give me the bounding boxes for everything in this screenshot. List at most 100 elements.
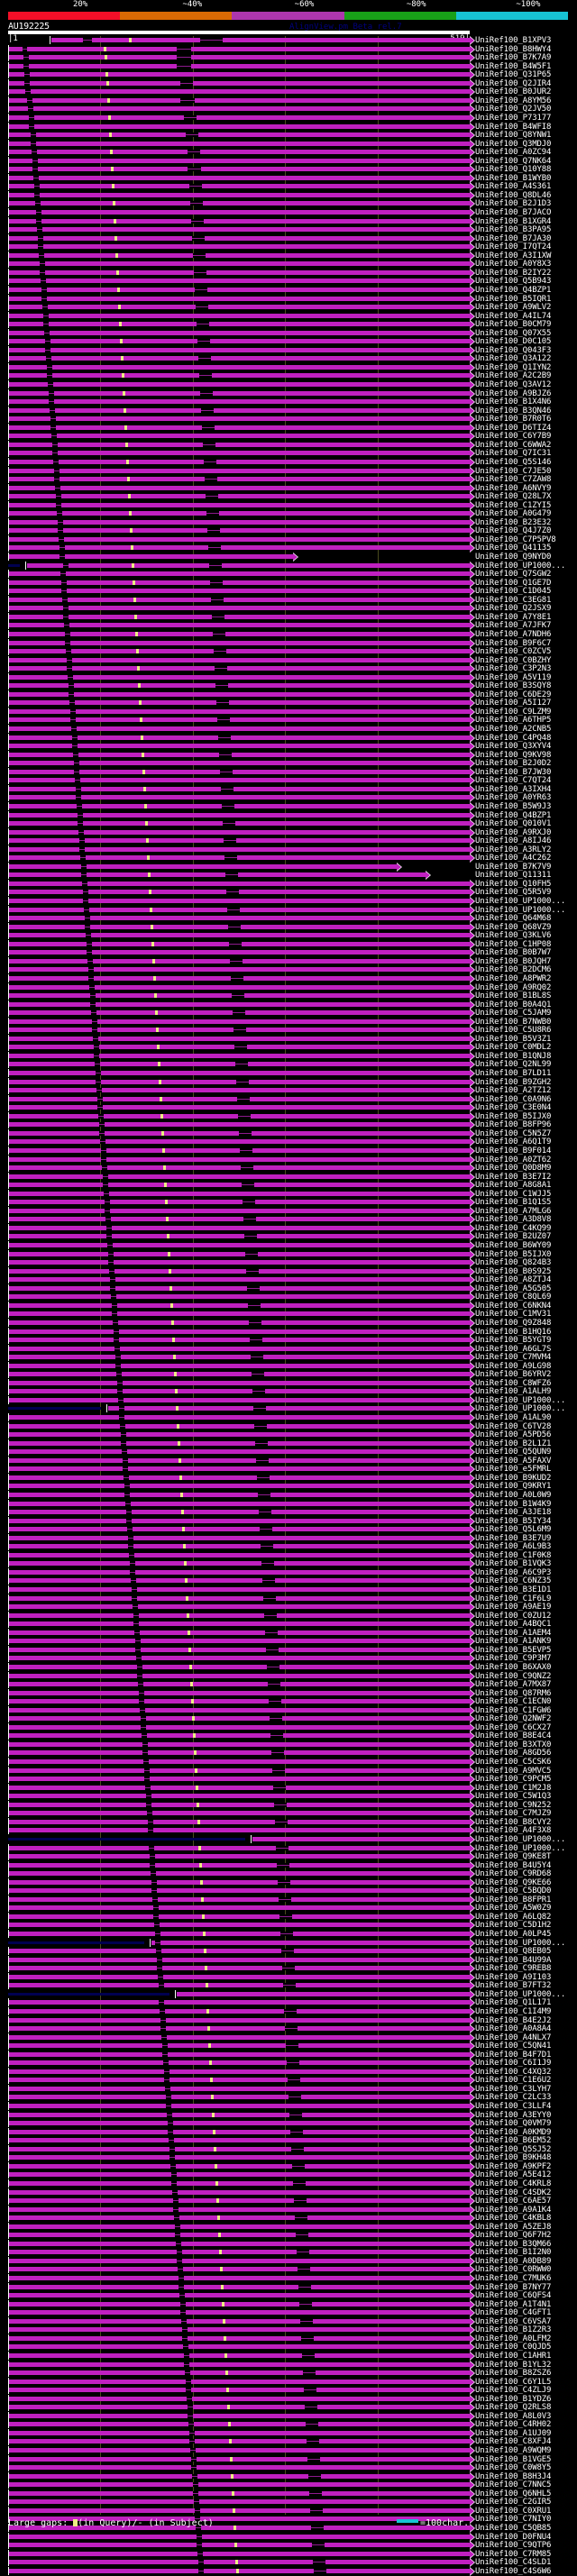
alignment-bar[interactable] bbox=[9, 1741, 470, 1747]
alignment-row[interactable]: UniRef100_B2J1D3 bbox=[0, 199, 577, 209]
alignment-bar[interactable] bbox=[9, 235, 470, 241]
accession-label[interactable]: UniRef100_B0CM79 bbox=[475, 320, 552, 330]
alignment-row[interactable]: UniRef100_B7NY77 bbox=[0, 2282, 577, 2292]
alignment-row[interactable]: UniRef100_A1AEM4 bbox=[0, 1628, 577, 1638]
accession-label[interactable]: UniRef100_C7ZAW8 bbox=[475, 475, 552, 485]
accession-label[interactable]: UniRef100_B6XAX0 bbox=[475, 1662, 552, 1672]
accession-label[interactable]: UniRef100_Q1GE7D bbox=[475, 578, 552, 588]
alignment-bar[interactable] bbox=[9, 1949, 470, 1954]
accession-label[interactable]: UniRef100_B5IQR1 bbox=[475, 294, 552, 304]
alignment-row[interactable]: UniRef100_A0YR63 bbox=[0, 793, 577, 803]
alignment-row[interactable]: UniRef100_A4F3X8 bbox=[0, 1826, 577, 1836]
alignment-row[interactable]: UniRef100_Q4BZP1 bbox=[0, 810, 577, 820]
alignment-bar[interactable] bbox=[9, 269, 470, 275]
alignment-row[interactable]: UniRef100_Q9KE66 bbox=[0, 1877, 577, 1887]
alignment-bar[interactable] bbox=[9, 614, 470, 619]
alignment-bar[interactable] bbox=[9, 1673, 470, 1678]
alignment-bar[interactable] bbox=[9, 1777, 470, 1782]
accession-label[interactable]: UniRef100_A9AE19 bbox=[475, 1603, 552, 1612]
alignment-row[interactable]: UniRef100_B2DCM6 bbox=[0, 965, 577, 975]
alignment-row[interactable]: UniRef100_UP1000... bbox=[0, 1843, 577, 1853]
alignment-row[interactable]: UniRef100_B9F6C7 bbox=[0, 638, 577, 648]
accession-label[interactable]: UniRef100_A3IXH4 bbox=[475, 784, 552, 794]
alignment-bar[interactable] bbox=[9, 2129, 470, 2134]
alignment-bar[interactable] bbox=[9, 141, 470, 146]
alignment-row[interactable]: UniRef100_C7MVM4 bbox=[0, 1353, 577, 1363]
accession-label[interactable]: UniRef100_A4F3X8 bbox=[475, 1826, 552, 1836]
alignment-row[interactable]: UniRef100_A6Q1T9 bbox=[0, 1137, 577, 1147]
alignment-bar[interactable] bbox=[9, 1338, 470, 1343]
accession-label[interactable]: UniRef100_C4GFT1 bbox=[475, 2308, 552, 2318]
alignment-row[interactable]: UniRef100_B0B7W7 bbox=[0, 948, 577, 958]
alignment-bar[interactable] bbox=[9, 2405, 470, 2410]
alignment-bar[interactable] bbox=[9, 916, 470, 921]
alignment-bar[interactable] bbox=[9, 1501, 470, 1506]
alignment-row[interactable]: UniRef100_B0CM79 bbox=[0, 320, 577, 330]
alignment-row[interactable]: UniRef100_UP1000... bbox=[0, 897, 577, 906]
alignment-bar[interactable] bbox=[9, 2413, 470, 2418]
alignment-bar[interactable] bbox=[9, 2335, 470, 2341]
alignment-bar[interactable] bbox=[9, 46, 470, 51]
accession-label[interactable]: UniRef100_B2UZ07 bbox=[475, 1232, 552, 1242]
alignment-row[interactable]: UniRef100_C9QTP6 bbox=[0, 2541, 577, 2551]
alignment-row[interactable]: UniRef100_B5IJX0 bbox=[0, 1249, 577, 1259]
alignment-bar[interactable] bbox=[9, 1862, 470, 1868]
alignment-row[interactable]: UniRef100_C9LZM9 bbox=[0, 707, 577, 717]
alignment-bar[interactable] bbox=[9, 1819, 470, 1824]
accession-label[interactable]: UniRef100_Q6F7H2 bbox=[475, 2231, 552, 2241]
alignment-row[interactable]: UniRef100_C4KBL8 bbox=[0, 2214, 577, 2224]
alignment-row[interactable]: UniRef100_B9ZGH2 bbox=[0, 1077, 577, 1087]
accession-label[interactable]: UniRef100_Q8YNW1 bbox=[475, 131, 552, 141]
alignment-bar[interactable] bbox=[9, 2465, 470, 2471]
alignment-row[interactable]: UniRef100_C1MV31 bbox=[0, 1310, 577, 1320]
alignment-bar[interactable] bbox=[9, 623, 470, 628]
alignment-bar[interactable] bbox=[9, 1535, 470, 1540]
alignment-bar[interactable] bbox=[9, 1217, 470, 1222]
alignment-bar[interactable] bbox=[9, 2293, 470, 2298]
alignment-row[interactable]: UniRef100_C0QJD5 bbox=[0, 2343, 577, 2352]
accession-label[interactable]: UniRef100_Q9KV98 bbox=[475, 750, 552, 760]
alignment-row[interactable]: UniRef100_Q28L7X bbox=[0, 492, 577, 502]
alignment-row[interactable]: UniRef100_A7MX87 bbox=[0, 1680, 577, 1690]
alignment-bar[interactable] bbox=[9, 511, 470, 516]
alignment-row[interactable]: UniRef100_I7QT24 bbox=[0, 242, 577, 252]
alignment-bar[interactable] bbox=[9, 2138, 470, 2143]
accession-label[interactable]: UniRef100_A6L9B3 bbox=[475, 1542, 552, 1552]
alignment-row[interactable]: UniRef100_Q2NWF2 bbox=[0, 1714, 577, 1724]
alignment-bar[interactable] bbox=[9, 2543, 470, 2548]
accession-label[interactable]: UniRef100_A2TZ12 bbox=[475, 1086, 552, 1096]
alignment-bar[interactable] bbox=[9, 2069, 470, 2074]
accession-label[interactable]: UniRef100_Q6NHL5 bbox=[475, 2489, 552, 2498]
alignment-bar[interactable] bbox=[9, 649, 470, 654]
alignment-bar[interactable] bbox=[9, 1260, 470, 1265]
alignment-bar[interactable] bbox=[9, 1811, 470, 1816]
accession-label[interactable]: UniRef100_A6THP5 bbox=[475, 716, 552, 726]
alignment-row[interactable]: UniRef100_A6L9B3 bbox=[0, 1542, 577, 1552]
accession-label[interactable]: UniRef100_B1Z2R3 bbox=[475, 2325, 552, 2335]
alignment-row[interactable]: UniRef100_C1I4M9 bbox=[0, 2006, 577, 2016]
alignment-row[interactable]: UniRef100_Q5S146 bbox=[0, 457, 577, 467]
alignment-bar[interactable] bbox=[9, 158, 470, 163]
alignment-bar[interactable] bbox=[9, 373, 470, 379]
alignment-bar[interactable] bbox=[9, 1019, 470, 1024]
accession-label[interactable]: UniRef100_Q5S146 bbox=[475, 457, 552, 467]
accession-label[interactable]: UniRef100_Q1L171 bbox=[475, 1998, 552, 2008]
alignment-bar[interactable] bbox=[9, 330, 470, 335]
accession-label[interactable]: UniRef100_Q3A122 bbox=[475, 354, 552, 364]
accession-label[interactable]: UniRef100_A3RLY2 bbox=[475, 845, 552, 854]
accession-label[interactable]: UniRef100_C9PCM5 bbox=[475, 1775, 552, 1785]
alignment-bar[interactable] bbox=[9, 114, 470, 120]
alignment-row[interactable]: UniRef100_Q4BZP1 bbox=[0, 285, 577, 295]
alignment-bar[interactable] bbox=[9, 364, 470, 370]
accession-label[interactable]: UniRef100_B23E32 bbox=[475, 517, 552, 527]
accession-label[interactable]: UniRef100_C3LLF4 bbox=[475, 2102, 552, 2111]
alignment-row[interactable]: UniRef100_C4XQ32 bbox=[0, 2067, 577, 2077]
alignment-row[interactable]: UniRef100_B7FT32 bbox=[0, 1981, 577, 1991]
alignment-bar[interactable] bbox=[9, 890, 470, 895]
accession-label[interactable]: UniRef100_A5PD56 bbox=[475, 1430, 552, 1440]
alignment-bar[interactable] bbox=[9, 1036, 470, 1041]
accession-label[interactable]: UniRef100_UP1000... bbox=[475, 897, 566, 906]
accession-label[interactable]: UniRef100_B7JACO bbox=[475, 208, 552, 217]
accession-label[interactable]: UniRef100_B1YL32 bbox=[475, 2360, 552, 2370]
alignment-bar[interactable] bbox=[9, 1974, 470, 1979]
